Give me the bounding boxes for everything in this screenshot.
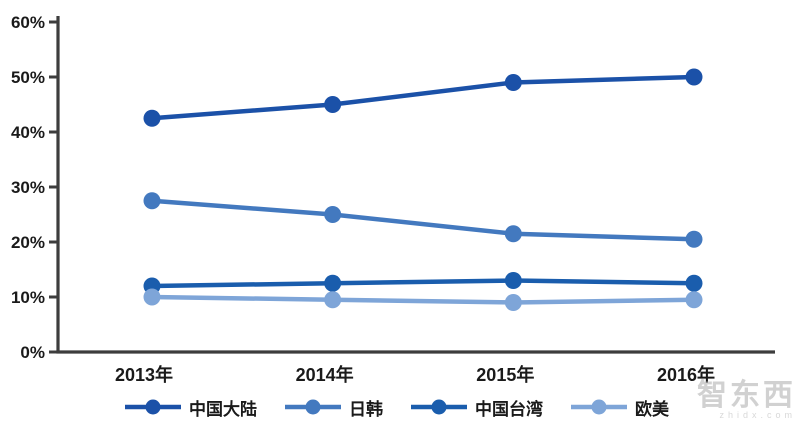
legend-item-欧美: 欧美 [571, 395, 669, 420]
legend-dot [591, 399, 607, 415]
y-tick-label: 40% [11, 123, 45, 142]
watermark-domain: zhidx.com [719, 410, 796, 420]
y-tick-label: 10% [11, 288, 45, 307]
data-point-中国大陆 [324, 96, 342, 113]
legend-item-中国大陆: 中国大陆 [125, 395, 257, 420]
data-point-中国台湾 [685, 274, 703, 292]
legend: 中国大陆 日韩 中国台湾 欧美 [125, 394, 669, 420]
legend-dot [305, 399, 321, 415]
data-point-欧美 [685, 291, 703, 309]
x-category-label: 2016年 [657, 364, 715, 385]
data-point-中国大陆 [143, 109, 161, 127]
data-point-欧美 [143, 288, 161, 306]
data-point-中国大陆 [685, 68, 703, 86]
series-line-欧美 [151, 294, 695, 305]
y-tick-label: 60% [11, 13, 45, 32]
data-point-欧美 [504, 294, 522, 311]
legend-marker-icon [571, 399, 627, 415]
series-line-中国台湾 [151, 278, 695, 289]
line-chart: 0% 10% 20% 30% 40% 50% 60% 2013年 2014年 2015年 2016年 [11, 13, 775, 385]
data-point-日韩 [685, 230, 703, 248]
y-tick-label: 20% [11, 233, 45, 252]
series-line-日韩 [151, 198, 695, 242]
legend-label: 中国台湾 [475, 399, 543, 419]
legend-dot [431, 399, 447, 415]
legend-dot [145, 399, 161, 415]
data-point-日韩 [504, 225, 522, 243]
x-category-label: 2014年 [296, 364, 354, 385]
legend-marker-icon [125, 399, 181, 415]
legend-item-中国台湾: 中国台湾 [411, 395, 543, 420]
x-category-label: 2015年 [476, 364, 534, 385]
data-point-欧美 [324, 291, 342, 309]
series-line-中国大陆 [151, 74, 695, 121]
data-point-中国台湾 [324, 274, 342, 292]
data-point-日韩 [143, 192, 161, 210]
data-point-日韩 [324, 206, 342, 223]
legend-marker-icon [285, 399, 341, 415]
y-tick-label: 30% [11, 178, 45, 197]
data-point-中国台湾 [504, 272, 522, 289]
legend-label: 欧美 [635, 399, 669, 419]
x-category-label: 2013年 [115, 364, 173, 385]
legend-marker-icon [411, 399, 467, 415]
data-point-中国大陆 [504, 74, 522, 91]
legend-label: 日韩 [349, 399, 383, 419]
y-tick-label: 0% [20, 343, 45, 362]
legend-item-日韩: 日韩 [285, 395, 383, 420]
y-tick-label: 50% [11, 68, 45, 87]
legend-label: 中国大陆 [189, 399, 257, 419]
